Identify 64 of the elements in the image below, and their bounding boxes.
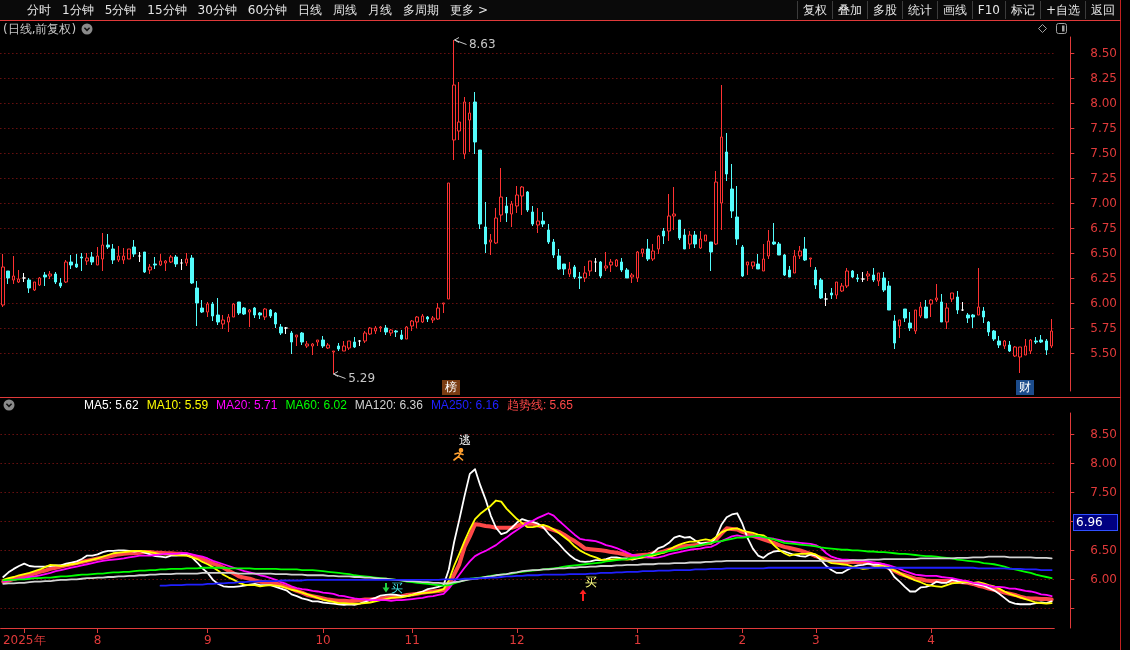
text: 多周期: [403, 1, 440, 19]
y-tick-label: 8.50: [1090, 46, 1117, 60]
annotation: 买: [585, 575, 597, 589]
text: MA120: 6.36: [354, 398, 423, 412]
text: +自选: [1039, 1, 1085, 19]
y-tick-label: 6.50: [1090, 543, 1117, 558]
text: 趋势线: 5.65: [506, 398, 573, 412]
x-tick-label: 8: [93, 633, 102, 647]
text: F10: [971, 1, 1005, 19]
text: MA5: 5.62: [84, 398, 139, 412]
text: 15分钟: [147, 1, 187, 19]
annotation: 榜: [442, 380, 460, 395]
text: 月线: [368, 1, 393, 19]
annotation: 8.63: [468, 37, 496, 51]
text: 统计: [901, 1, 937, 19]
y-tick-label: 6.00: [1090, 296, 1117, 310]
x-tick-label: 10: [315, 633, 331, 647]
y-tick-label: 5.50: [1090, 346, 1117, 360]
text: MA250: 6.16: [430, 398, 499, 412]
annotation: 财: [1016, 380, 1034, 395]
y-tick-label: 7.75: [1090, 121, 1117, 135]
text: 分时: [27, 1, 51, 19]
x-tick-label: 1: [633, 633, 642, 647]
y-tick-label: 8.25: [1090, 71, 1117, 85]
y-tick-label: 6.00: [1090, 572, 1117, 587]
y-tick-label: 8.00: [1090, 456, 1117, 471]
annotation: 5.29: [348, 371, 376, 385]
x-tick-label: 9: [203, 633, 212, 647]
y-tick-label: 6.75: [1090, 221, 1117, 235]
annotation: 逃: [459, 433, 471, 447]
y-tick-label: 6.50: [1090, 246, 1117, 260]
y-tick-label: 8.50: [1090, 427, 1117, 442]
y-tick-label: 8.00: [1090, 96, 1117, 110]
text: 复权: [796, 1, 832, 19]
y-tick-label: 6.25: [1090, 271, 1117, 285]
text: 5分钟: [104, 1, 137, 19]
text: 1分钟: [62, 1, 94, 19]
text: 6.96: [1073, 514, 1118, 531]
chart-title: (日线,前复权): [3, 22, 77, 36]
x-tick-label: 4: [927, 633, 935, 647]
text: MA10: 5.59: [146, 398, 209, 412]
text: 多股: [866, 1, 902, 19]
y-tick-label: 5.75: [1090, 321, 1117, 335]
x-tick-label: 12: [509, 633, 525, 647]
text: 返回: [1085, 1, 1120, 19]
text: 更多 >: [450, 1, 488, 19]
text: MA60: 6.02: [285, 398, 347, 412]
text: 60分钟: [247, 1, 288, 19]
x-tick-label: 11: [404, 633, 420, 647]
y-tick-label: 7.00: [1090, 196, 1117, 210]
text: 画线: [936, 1, 972, 19]
x-tick-label: 2025年: [2, 633, 46, 647]
text: MA20: 5.71: [216, 398, 278, 412]
y-tick-label: 7.50: [1090, 485, 1117, 500]
x-tick-label: 2: [738, 633, 747, 647]
y-tick-label: 7.25: [1090, 171, 1117, 185]
text: 标记: [1004, 1, 1040, 19]
text: 日线: [298, 1, 323, 19]
text: 周线: [333, 1, 358, 19]
annotation: 买: [391, 581, 403, 595]
y-tick-label: 7.50: [1090, 146, 1117, 160]
text: 30分钟: [197, 1, 237, 19]
text: 叠加: [831, 1, 867, 19]
x-tick-label: 3: [811, 633, 820, 647]
